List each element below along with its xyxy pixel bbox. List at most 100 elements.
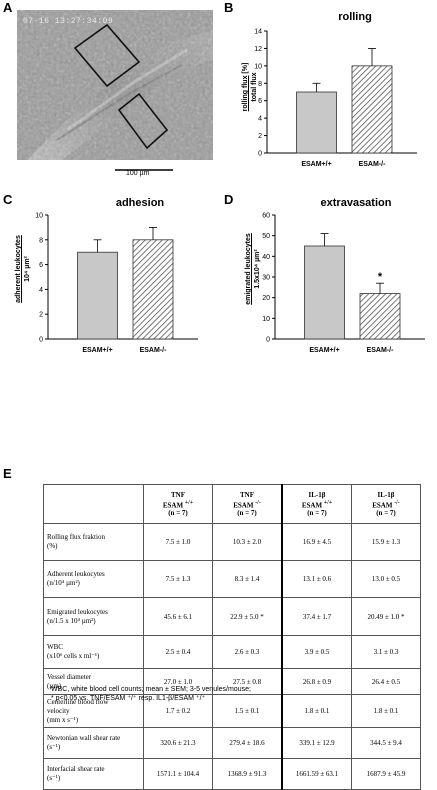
x-category-label: ESAM+/+ — [301, 161, 331, 168]
row-parameter: Vessel diameter (µm) — [43, 668, 144, 695]
y-tick-label: 0 — [266, 337, 270, 344]
table-cell-value: 1.8 ± 0.1 — [351, 694, 421, 728]
header-genotype: ESAM — [372, 501, 393, 510]
table-cell-value: 2.6 ± 0.3 — [212, 635, 283, 669]
row-parameter: Adherent leukocytes (n/10⁴ µm²) — [43, 560, 144, 598]
table-row: Newtonian wall shear rate (s⁻¹) 320.6 ± 21… — [43, 727, 421, 759]
chart-adhesion: 0 2 4 6 8 10 ESAM+/+ ESAM-/- — [35, 213, 198, 354]
parameter-label: (n/10⁴ µm²) — [47, 579, 80, 587]
table-cell-value: 7.5 ± 1.0 — [143, 523, 213, 561]
parameter-label: WBC — [47, 643, 63, 651]
table-header-col3: IL-1β ESAM +/+ (n = 7) — [281, 484, 352, 524]
y-tick-label: 8 — [258, 81, 262, 88]
table-footnote: WBC, white blood cell counts; mean ± SEM… — [51, 685, 251, 703]
y-tick-label: 30 — [262, 275, 270, 282]
x-category-label: ESAM-/- — [140, 347, 168, 354]
header-genotype-sup: +/+ — [184, 499, 194, 506]
table-cell-value: 27.5 ± 0.8 — [212, 668, 283, 695]
table-row: Rolling flux fraktion (%) 7.5 ± 1.0 10.3 ± … — [43, 523, 421, 561]
table-header-col1: TNF ESAM +/+ (n = 7) — [143, 484, 213, 524]
y-tick-label: 8 — [39, 237, 43, 244]
x-category-label: ESAM+/+ — [82, 347, 112, 354]
table-cell-value: 339.1 ± 12.9 — [281, 727, 352, 759]
header-genotype: ESAM — [233, 501, 254, 510]
table-cell-value: 1.8 ± 0.1 — [281, 694, 352, 728]
panel-letter-a: A — [3, 0, 13, 15]
parameter-label: (mm x s⁻¹) — [47, 715, 79, 724]
table-row: Adherent leukocytes (n/10⁴ µm²) 7.5 ± 1.3 8… — [43, 560, 421, 598]
y-tick-label: 4 — [258, 116, 262, 123]
header-genotype: ESAM — [162, 501, 184, 510]
panel-letter-e: E — [3, 466, 12, 481]
parameter-label: (%) — [47, 542, 58, 550]
header-genotype: ESAM — [301, 501, 323, 510]
header-n: (n = 7) — [307, 509, 327, 518]
significance-star: * — [378, 271, 383, 283]
parameter-label: Adherent leukocytes — [47, 570, 105, 578]
table-cell-value: 10.3 ± 2.0 — [212, 523, 283, 561]
y-tick-label: 0 — [39, 337, 43, 344]
y-tick-label: 0 — [258, 151, 262, 158]
table-cell-value: 7.5 ± 1.3 — [143, 560, 213, 598]
header-treatment: TNF — [240, 490, 254, 499]
y-tick-label: 6 — [39, 262, 43, 269]
row-parameter: WBC (x10⁶ cells x ml⁻¹) — [43, 635, 144, 669]
row-parameter: Newtonian wall shear rate (s⁻¹) — [43, 727, 144, 759]
header-genotype-sup: +/+ — [323, 499, 333, 506]
y-tick-label: 60 — [262, 213, 270, 220]
micrograph-image — [17, 10, 213, 160]
y-tick-label: 4 — [39, 287, 43, 294]
table-cell-value: 13.0 ± 0.5 — [351, 560, 421, 598]
x-category-label: ESAM-/- — [359, 161, 387, 168]
table-cell-value: 37.4 ± 1.7 — [281, 597, 352, 636]
table-cell-value: 13.1 ± 0.6 — [281, 560, 352, 598]
panel-letter-b: B — [224, 0, 234, 15]
parameter-label: (n/1.5 x 10⁴ µm²) — [47, 616, 96, 625]
chart-title-rolling: rolling — [338, 11, 372, 23]
parameter-label: Interfacial shear rate — [47, 765, 105, 773]
scale-bar — [115, 169, 173, 171]
table-cell-value: 1571.1 ± 104.4 — [143, 758, 213, 790]
header-n: (n = 7) — [168, 509, 188, 518]
y-tick-label: 14 — [254, 29, 262, 36]
header-treatment: IL-1β — [377, 490, 395, 499]
header-genotype-sup: -/- — [255, 499, 261, 506]
table-header-row: TNF ESAM +/+ (n = 7) TNF ESAM -/- (n = 7… — [43, 484, 421, 524]
table-cell-value: 344.5 ± 9.4 — [351, 727, 421, 759]
bar-ESAM-/- — [359, 293, 401, 340]
parameter-label: Vessel diameter — [47, 672, 92, 681]
parameter-label: Emigrated leukocytes — [47, 607, 108, 616]
parameter-label: Centerline blood flow — [47, 697, 109, 706]
header-genotype-sup: -/- — [394, 499, 400, 506]
parameter-label: velocity — [47, 706, 70, 715]
bar-ESAM+/+ — [77, 251, 118, 340]
table-row: Emigrated leukocytes (n/1.5 x 10⁴ µm²) 45.… — [43, 597, 421, 636]
chart-extravasation: 0 10 20 30 40 50 60 ESAM+/+ ESAM-/- * — [262, 213, 425, 354]
bar-ESAM+/+ — [296, 91, 337, 154]
header-n: (n = 7) — [376, 509, 396, 518]
table-cell-value: 45.6 ± 6.1 — [143, 597, 213, 636]
table-cell-value: 8.3 ± 1.4 — [212, 560, 283, 598]
x-category-label: ESAM+/+ — [309, 347, 339, 354]
table-cell-value: 1661.59 ± 63.1 — [281, 758, 352, 790]
footnote-line-2: * p<0.05 vs. TNF/ESAM ⁺/⁺ resp. IL1-β/ES… — [51, 695, 206, 702]
table-cell-value: 22.9 ± 5.0 * — [212, 597, 283, 636]
y-tick-label: 10 — [254, 63, 262, 70]
table-cell-value: 2.5 ± 0.4 — [143, 635, 213, 669]
table-cell-value: 20.49 ± 1.0 * — [351, 597, 421, 636]
y-tick-label: 10 — [262, 316, 270, 323]
table-cell-value: 26.4 ± 0.5 — [351, 668, 421, 695]
table-cell-value: 320.6 ± 21.3 — [143, 727, 213, 759]
bar-ESAM-/- — [132, 239, 174, 340]
y-tick-label: 20 — [262, 295, 270, 302]
panel-letter-d: D — [224, 192, 234, 207]
parameter-label: (s⁻¹) — [47, 743, 61, 751]
parameter-label: (x10⁶ cells x ml⁻¹) — [47, 652, 100, 660]
table-cell-value: 3.1 ± 0.3 — [351, 635, 421, 669]
parameter-label: (µm) — [47, 681, 62, 690]
table-cell-value: 1687.9 ± 45.9 — [351, 758, 421, 790]
table-cell-value: 16.9 ± 4.5 — [281, 523, 352, 561]
table-cell-value: 3.9 ± 0.5 — [281, 635, 352, 669]
y-tick-label: 12 — [254, 46, 262, 53]
scale-bar-label: 100 µm — [126, 170, 150, 177]
